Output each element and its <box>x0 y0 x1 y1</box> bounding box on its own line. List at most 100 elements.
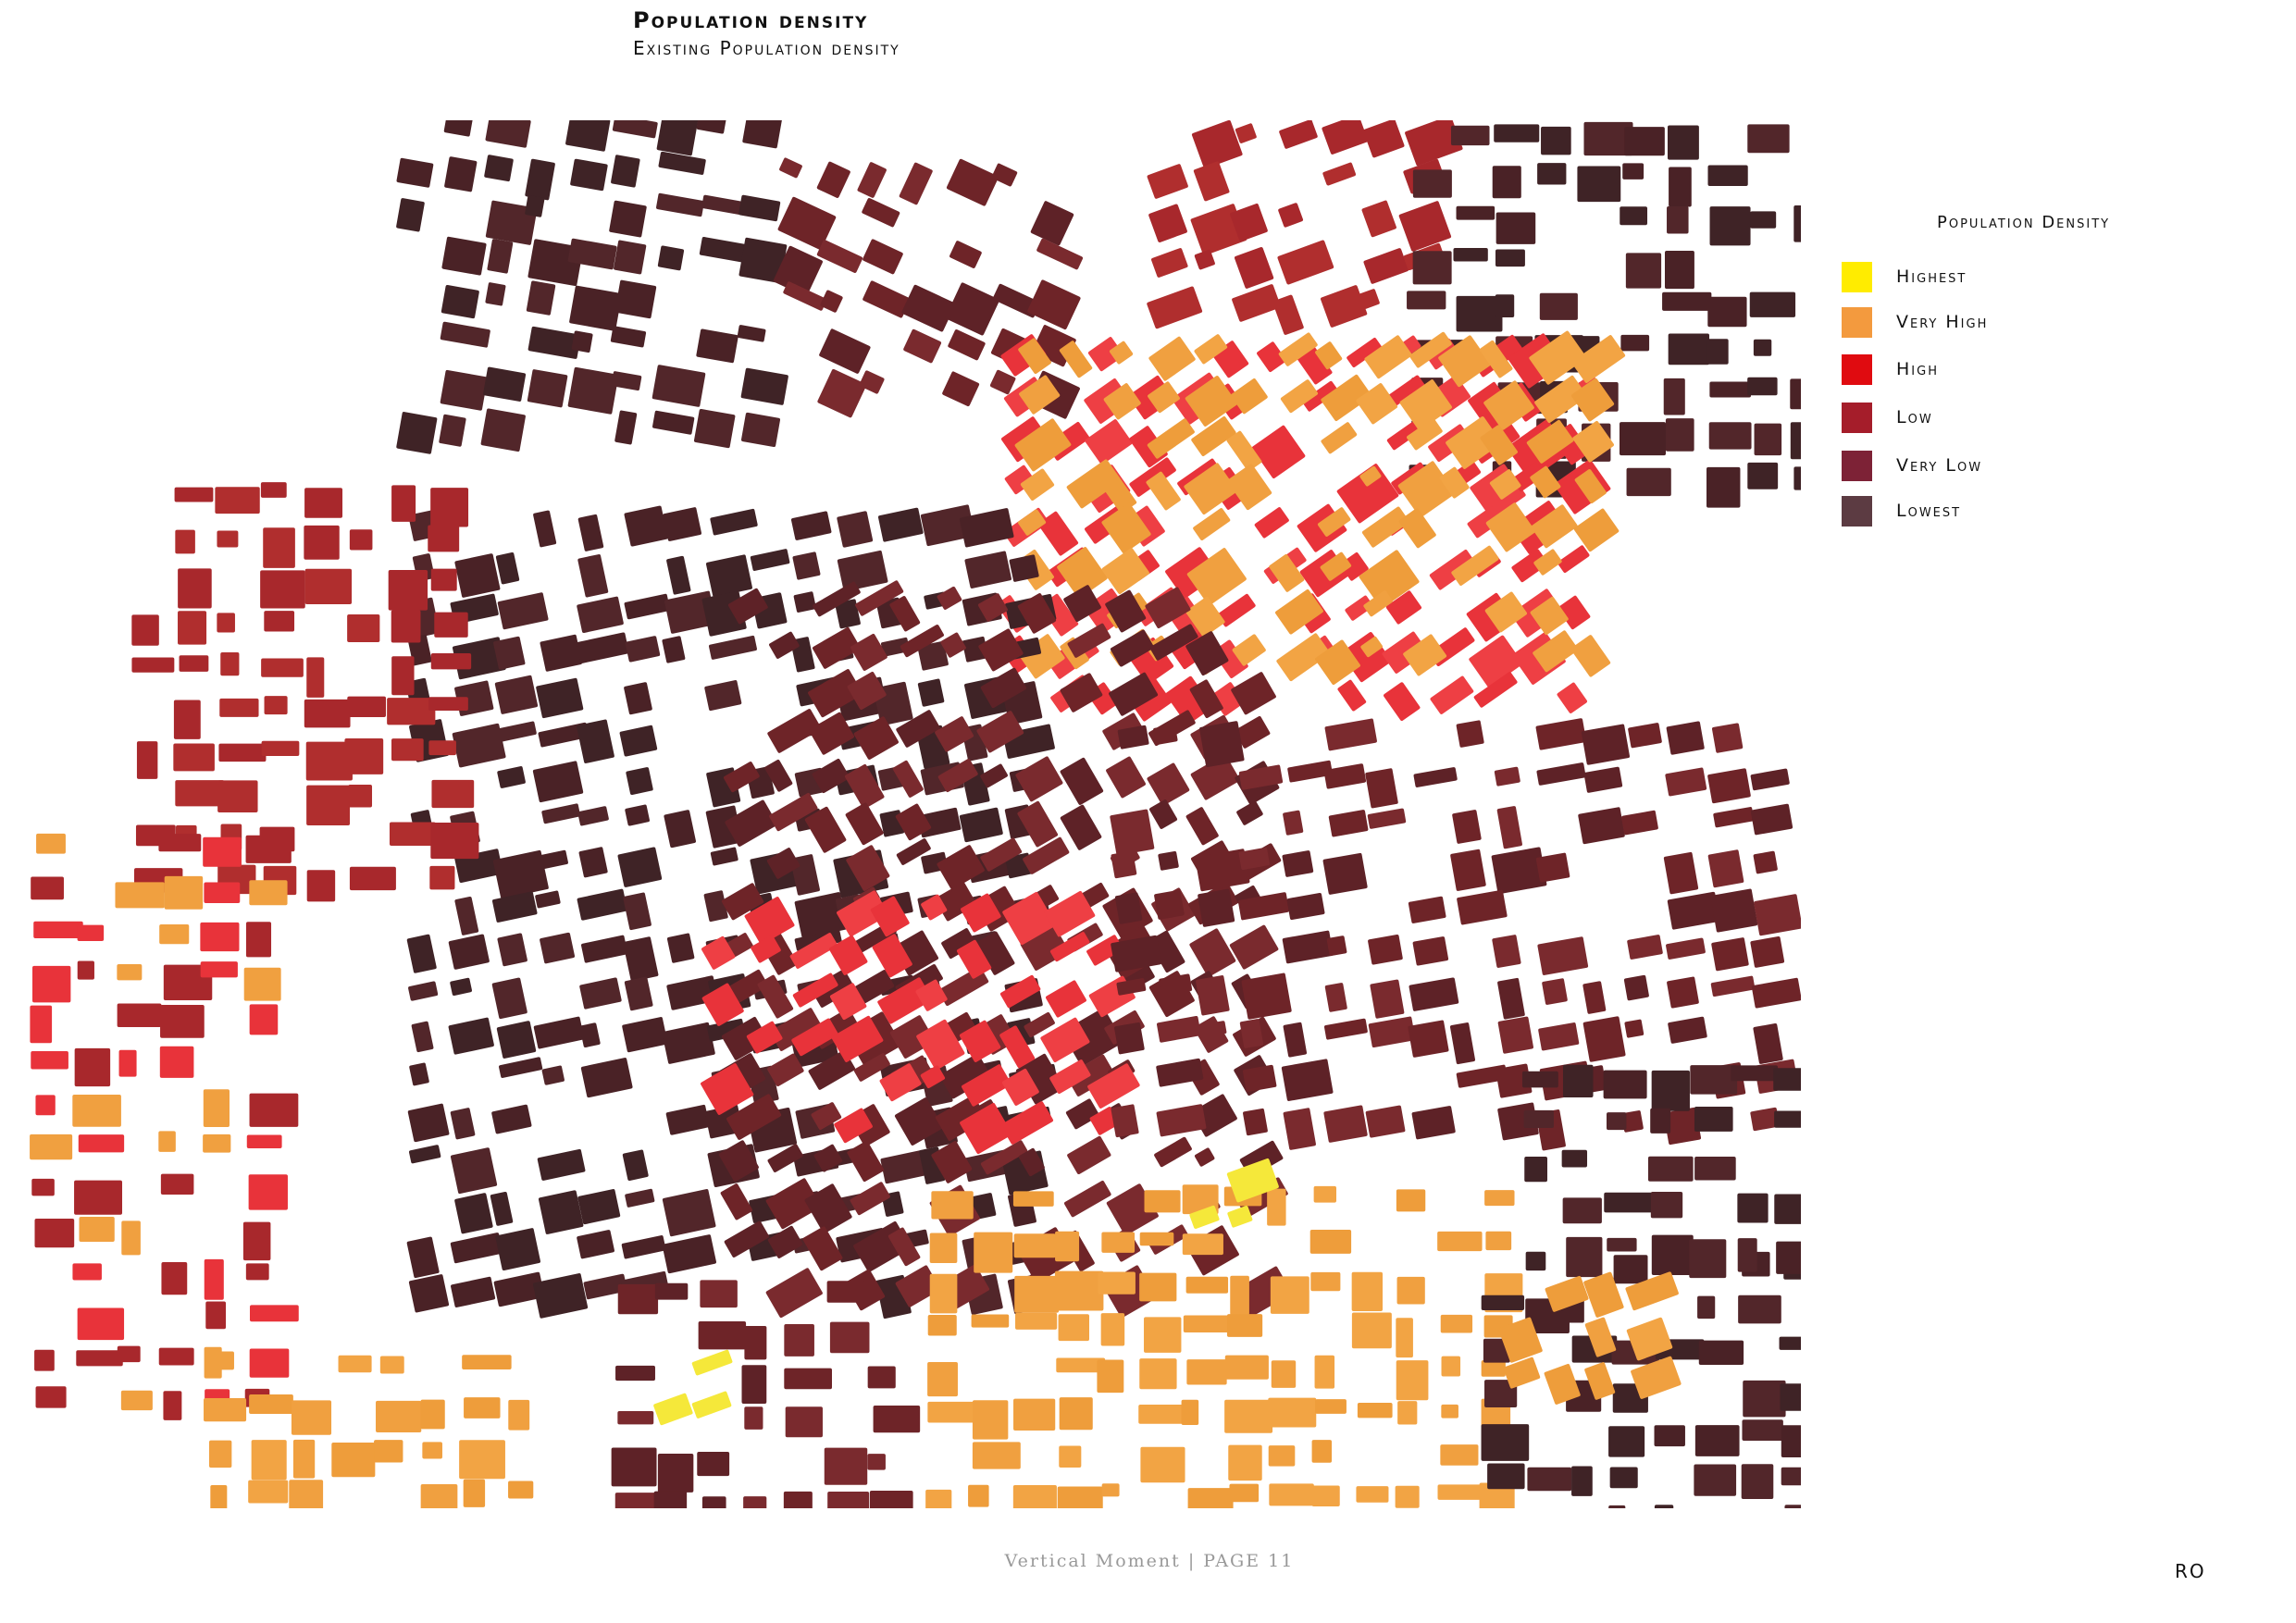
building <box>1711 937 1749 972</box>
building <box>1019 375 1061 415</box>
building <box>349 866 396 891</box>
building <box>1140 1446 1185 1483</box>
building <box>1790 378 1801 410</box>
building <box>1232 634 1266 666</box>
building <box>1158 850 1179 871</box>
building <box>1577 166 1621 203</box>
building <box>540 932 576 964</box>
building <box>709 635 757 660</box>
building <box>450 1108 476 1140</box>
building <box>1706 466 1741 508</box>
building <box>35 1386 67 1408</box>
building <box>493 636 526 670</box>
building <box>396 198 425 232</box>
building <box>1235 247 1274 289</box>
building <box>484 155 514 182</box>
building <box>991 163 1018 187</box>
building <box>1398 201 1452 252</box>
building <box>949 241 982 268</box>
building <box>705 554 752 598</box>
building <box>203 1134 231 1153</box>
building <box>1148 204 1187 242</box>
building <box>136 741 158 779</box>
building <box>526 280 556 316</box>
building <box>976 711 1024 753</box>
building <box>1191 120 1243 169</box>
building <box>1368 1016 1416 1047</box>
building <box>1322 162 1357 186</box>
building <box>835 599 861 629</box>
building <box>901 284 956 332</box>
building <box>1484 591 1527 633</box>
building <box>1322 852 1368 895</box>
building <box>525 158 555 201</box>
building <box>1707 849 1744 888</box>
building <box>1711 723 1744 753</box>
building <box>347 614 380 642</box>
building <box>494 675 539 714</box>
building <box>999 1025 1036 1069</box>
building <box>728 969 768 1003</box>
building <box>33 921 83 939</box>
building <box>1497 977 1525 1020</box>
building <box>1311 1440 1333 1463</box>
building <box>1694 1107 1733 1132</box>
building <box>1609 1467 1638 1489</box>
legend-swatch <box>1842 495 1872 527</box>
building <box>1608 1426 1645 1457</box>
building <box>74 1047 111 1087</box>
building <box>389 822 436 846</box>
building <box>391 656 415 696</box>
building <box>1694 1156 1736 1181</box>
building <box>179 655 209 672</box>
building <box>527 369 568 408</box>
building <box>1236 800 1263 825</box>
building <box>791 1018 838 1057</box>
building <box>935 1095 987 1141</box>
building <box>895 803 932 841</box>
building <box>1608 1505 1626 1508</box>
building <box>1707 165 1748 186</box>
building <box>1387 375 1425 407</box>
building <box>1481 1295 1525 1310</box>
building <box>1545 1275 1589 1312</box>
building <box>1363 248 1409 284</box>
legend-title: Population Density <box>1937 213 2111 232</box>
building <box>767 709 822 753</box>
building <box>429 865 455 890</box>
building <box>1622 163 1644 180</box>
building <box>1535 852 1570 883</box>
building <box>1669 167 1692 207</box>
building <box>1139 1272 1177 1302</box>
building <box>1581 724 1631 765</box>
building <box>916 1019 965 1071</box>
building <box>1430 675 1474 714</box>
building <box>304 568 353 605</box>
building <box>1386 419 1423 451</box>
building <box>1541 126 1571 155</box>
building <box>161 1261 188 1295</box>
building <box>1396 1189 1426 1212</box>
building <box>532 1273 589 1319</box>
building <box>497 592 549 630</box>
building <box>790 511 832 540</box>
building <box>1571 378 1615 422</box>
building <box>444 156 478 192</box>
building <box>870 896 910 937</box>
building <box>1529 1512 1562 1539</box>
building <box>1015 1312 1058 1330</box>
building <box>809 712 854 755</box>
building <box>662 1234 716 1274</box>
building <box>1086 935 1123 966</box>
building <box>857 162 887 198</box>
building <box>837 511 874 548</box>
building <box>450 1147 498 1195</box>
building <box>1523 1109 1555 1129</box>
building <box>1139 1232 1174 1246</box>
building <box>625 804 650 826</box>
building <box>845 764 885 810</box>
building <box>570 158 608 192</box>
building <box>1117 725 1149 750</box>
building <box>863 239 903 275</box>
building <box>1323 763 1367 789</box>
